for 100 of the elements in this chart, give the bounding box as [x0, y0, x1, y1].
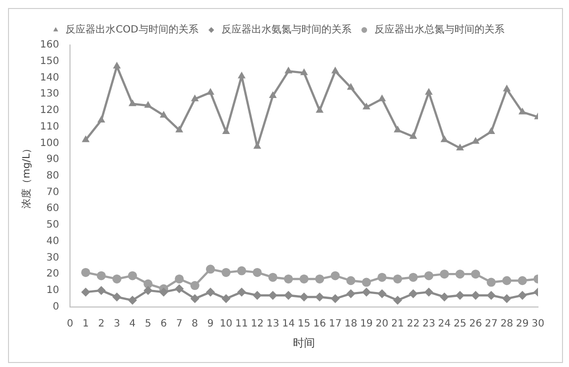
point [175, 126, 184, 132]
point [409, 132, 418, 139]
x-tick-label: 3 [114, 318, 120, 330]
x-tick-label: 7 [176, 318, 182, 330]
point [112, 62, 121, 69]
y-axis-title: 浓度（mg/L） [20, 143, 33, 208]
point [206, 264, 215, 274]
legend-label: 反应器出水氨氮与时间的关系 [221, 24, 352, 36]
point [331, 66, 340, 74]
point [252, 290, 262, 300]
x-tick-label: 13 [266, 318, 280, 330]
y-tick-label: 150 [40, 56, 60, 67]
point [190, 94, 199, 102]
x-tick-label: 15 [298, 318, 310, 330]
x-tick-label: 24 [438, 318, 451, 330]
point [128, 296, 137, 305]
x-tick-label: 30 [532, 318, 544, 330]
x-tick-label: 20 [376, 318, 388, 330]
point [268, 290, 278, 300]
point [190, 281, 200, 290]
point [144, 101, 152, 108]
point [174, 274, 184, 284]
point [502, 276, 512, 286]
point [518, 108, 526, 114]
point [82, 135, 90, 142]
point [487, 127, 496, 134]
point [424, 288, 434, 297]
point [284, 274, 293, 284]
point [222, 268, 231, 277]
y-tick-label: 10 [46, 285, 60, 296]
x-tick-label: 10 [220, 318, 232, 330]
y-tick-label: 140 [40, 72, 60, 84]
point [206, 288, 215, 297]
y-tick-label: 20 [46, 268, 60, 280]
x-tick-label: 9 [207, 318, 214, 330]
point [502, 294, 512, 304]
point [300, 274, 309, 284]
x-axis-title: 时间 [293, 336, 316, 350]
point [300, 68, 308, 76]
y-tick-label: 30 [46, 252, 60, 264]
point [346, 276, 356, 286]
point [144, 279, 153, 288]
x-tick-label: 25 [454, 318, 466, 330]
x-tick-label: 14 [282, 318, 295, 330]
legend-label: 反应器出水COD与时间的关系 [66, 24, 198, 36]
point [96, 286, 106, 295]
point [408, 272, 418, 282]
y-tick-label: 70 [46, 186, 60, 198]
x-tick-label: 28 [500, 318, 514, 330]
legend-label: 反应器出水总氮与时间的关系 [374, 24, 504, 36]
point [268, 91, 277, 98]
point [408, 289, 418, 298]
y-tick-label: 130 [40, 88, 60, 100]
x-tick-label: 8 [192, 318, 198, 330]
point [238, 72, 246, 78]
point [190, 294, 200, 304]
point [486, 278, 496, 287]
point [252, 268, 262, 277]
point [97, 116, 106, 123]
y-tick-label: 100 [40, 138, 60, 149]
x-tick-label: 23 [422, 318, 436, 330]
point [440, 270, 449, 279]
point [237, 266, 246, 276]
x-tick-label: 2 [98, 318, 104, 330]
point [424, 88, 433, 95]
y-tick-label: 0 [52, 301, 60, 312]
point [112, 292, 122, 302]
x-tick-label: 27 [484, 318, 498, 330]
point [222, 294, 231, 304]
point [315, 292, 324, 302]
point [440, 135, 448, 142]
point [174, 284, 184, 294]
y-tick-label: 110 [40, 121, 60, 132]
x-tick-label: 17 [328, 318, 342, 330]
point [362, 278, 371, 287]
point [112, 274, 122, 284]
y-tick-label: 160 [40, 40, 60, 51]
y-tick-label: 80 [46, 170, 60, 182]
x-tick-label: 21 [391, 318, 404, 330]
point [378, 94, 386, 102]
point [330, 294, 340, 304]
point [315, 274, 324, 284]
x-tick-label: 6 [160, 318, 167, 330]
x-tick-label: 26 [469, 318, 482, 330]
x-tick-label: 19 [360, 318, 373, 330]
point [362, 288, 371, 297]
point [518, 276, 527, 286]
point [237, 288, 246, 297]
x-tick-label: 16 [313, 318, 326, 330]
point [330, 271, 340, 280]
point [378, 272, 387, 282]
x-tick-label: 1 [82, 318, 89, 330]
point [346, 289, 356, 298]
point [346, 83, 355, 90]
point [471, 270, 480, 279]
x-tick-label: 0 [66, 318, 74, 330]
y-tick-label: 40 [46, 236, 60, 247]
y-tick-label: 90 [46, 154, 60, 166]
point [144, 286, 153, 295]
point [424, 271, 434, 280]
